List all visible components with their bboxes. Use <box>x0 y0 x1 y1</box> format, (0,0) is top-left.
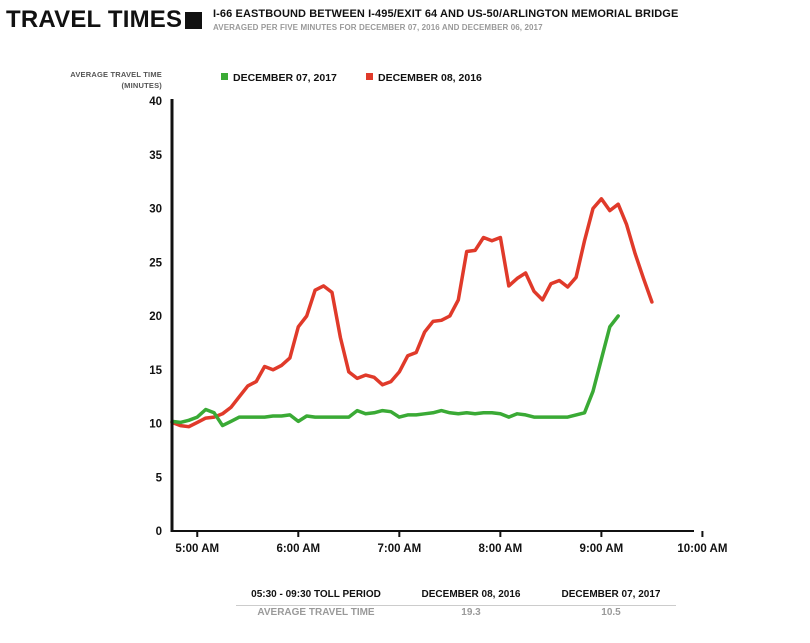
y-tick-label: 25 <box>149 257 162 269</box>
chart-subtitle: I-66 EASTBOUND BETWEEN I-495/EXIT 64 AND… <box>213 8 679 20</box>
line-chart: 0 5 10 15 20 25 30 35 40 5:00 AM 6:00 AM 7:00 AM 8:… <box>149 96 727 555</box>
x-tick-label: 9:00 AM <box>580 543 624 555</box>
summary-row-label: AVERAGE TRAVEL TIME <box>257 607 375 618</box>
x-axis: 5:00 AM 6:00 AM 7:00 AM 8:00 AM 9:00 AM 10:00… <box>175 531 727 555</box>
legend-swatch-2017 <box>221 73 228 80</box>
summary-table: 05:30 - 09:30 TOLL PERIOD DECEMBER 08, 2… <box>236 589 676 625</box>
legend-label-2016: DECEMBER 08, 2016 <box>378 72 482 84</box>
y-tick-label: 5 <box>156 472 163 484</box>
summary-header-2016: DECEMBER 08, 2016 <box>421 589 521 600</box>
title-square-icon <box>185 12 202 29</box>
summary-value-2017: 10.5 <box>601 607 621 618</box>
y-tick-label: 35 <box>149 150 162 162</box>
legend-label-2017: DECEMBER 07, 2017 <box>233 72 337 84</box>
series-lines <box>170 197 654 429</box>
y-axis-label: AVERAGE TRAVEL TIME (MINUTES) <box>70 70 162 90</box>
y-tick-label: 15 <box>149 365 162 377</box>
y-tick-label: 20 <box>149 311 162 323</box>
series-line-2017 <box>170 314 620 428</box>
y-tick-label: 30 <box>149 204 162 216</box>
legend-item-2017: DECEMBER 07, 2017 <box>221 72 337 84</box>
x-tick-label: 5:00 AM <box>175 543 219 555</box>
summary-value-row: AVERAGE TRAVEL TIME 19.3 10.5 <box>236 607 676 625</box>
x-tick-label: 6:00 AM <box>276 543 320 555</box>
y-tick-label: 0 <box>156 526 162 538</box>
x-tick-label: 7:00 AM <box>377 543 421 555</box>
summary-header-row: 05:30 - 09:30 TOLL PERIOD DECEMBER 08, 2… <box>236 589 676 607</box>
chart-note: AVERAGED PER FIVE MINUTES FOR DECEMBER 0… <box>213 23 543 32</box>
summary-divider <box>236 605 676 606</box>
series-line-2016 <box>170 197 654 429</box>
legend-swatch-2016 <box>366 73 373 80</box>
page-title: TRAVEL TIMES <box>6 6 183 33</box>
y-tick-label: 10 <box>149 419 162 431</box>
summary-header-period: 05:30 - 09:30 TOLL PERIOD <box>251 589 381 600</box>
summary-value-2016: 19.3 <box>461 607 481 618</box>
x-tick-label: 10:00 AM <box>677 543 727 555</box>
y-tick-label: 40 <box>149 96 162 108</box>
y-axis: 0 5 10 15 20 25 30 35 40 <box>149 96 162 538</box>
x-tick-label: 8:00 AM <box>479 543 523 555</box>
summary-header-2017: DECEMBER 07, 2017 <box>561 589 661 600</box>
legend-item-2016: DECEMBER 08, 2016 <box>366 72 482 84</box>
